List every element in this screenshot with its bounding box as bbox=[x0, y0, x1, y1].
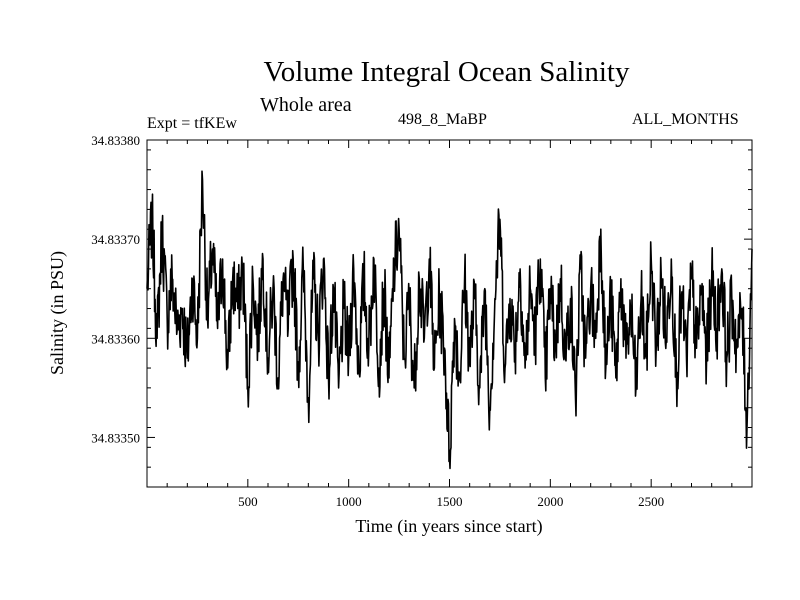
x-tick-label: 1000 bbox=[336, 494, 362, 509]
salinity-series-line bbox=[146, 170, 753, 470]
x-axis-label: Time (in years since start) bbox=[355, 516, 542, 537]
y-tick-label: 34.83380 bbox=[91, 133, 140, 148]
tick-labels: 500 1000 1500 2000 2500 34.83350 34.83360 34.83… bbox=[91, 133, 664, 509]
x-tick-label: 2500 bbox=[638, 494, 664, 509]
y-tick-label: 34.83360 bbox=[91, 331, 140, 346]
experiment-label: Expt = tfKEw bbox=[147, 115, 237, 132]
y-tick-label: 34.83350 bbox=[91, 430, 140, 445]
chart-subtitle: Whole area bbox=[260, 94, 352, 116]
y-tick-label: 34.83370 bbox=[91, 232, 140, 247]
chart-title: Volume Integral Ocean Salinity bbox=[263, 56, 630, 88]
run-label: 498_8_MaBP bbox=[398, 111, 487, 128]
months-label: ALL_MONTHS bbox=[632, 111, 739, 128]
y-axis-label: Salinity (in PSU) bbox=[47, 251, 68, 375]
x-tick-label: 500 bbox=[238, 494, 258, 509]
axis-ticks bbox=[147, 139, 752, 487]
x-tick-label: 2000 bbox=[537, 494, 563, 509]
plot-frame bbox=[146, 139, 753, 488]
x-tick-label: 1500 bbox=[437, 494, 463, 509]
series-layer bbox=[146, 170, 753, 470]
